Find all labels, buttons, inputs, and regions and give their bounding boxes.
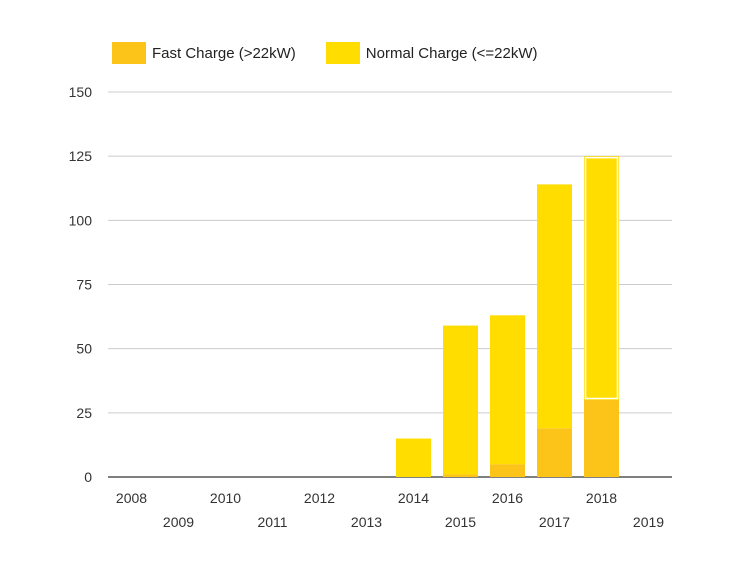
bar-normal-charge bbox=[443, 325, 478, 475]
bar-normal-charge bbox=[490, 315, 525, 465]
x-tick-label: 2016 bbox=[492, 490, 523, 506]
x-tick-label: 2015 bbox=[445, 514, 476, 530]
y-tick-label: 50 bbox=[76, 341, 92, 357]
legend-label-normal-charge: Normal Charge (<=22kW) bbox=[365, 44, 538, 62]
x-tick-label: 2013 bbox=[351, 514, 382, 530]
x-tick-label: 2012 bbox=[304, 490, 335, 506]
y-tick-label: 0 bbox=[84, 469, 92, 485]
bar-highlight-outline bbox=[584, 156, 619, 400]
y-tick-label: 150 bbox=[69, 84, 93, 100]
x-tick-label: 2018 bbox=[586, 490, 617, 506]
y-tick-label: 125 bbox=[69, 148, 93, 164]
y-tick-label: 75 bbox=[76, 277, 92, 293]
x-tick-label: 2010 bbox=[210, 490, 241, 506]
bar-normal-charge bbox=[584, 156, 619, 400]
bar-fast-charge bbox=[443, 474, 478, 477]
x-tick-label: 2009 bbox=[163, 514, 194, 530]
x-tick-label: 2008 bbox=[116, 490, 147, 506]
x-tick-label: 2017 bbox=[539, 514, 570, 530]
y-tick-label: 100 bbox=[69, 212, 93, 228]
bar-normal-charge bbox=[396, 438, 431, 477]
chart-legend: Fast Charge (>22kW) Normal Charge (<=22k… bbox=[112, 40, 568, 66]
bar-fast-charge bbox=[584, 400, 619, 477]
legend-swatch-fast-charge bbox=[112, 42, 146, 64]
legend-swatch-normal-charge bbox=[325, 42, 360, 64]
y-tick-label: 25 bbox=[76, 405, 92, 421]
legend-label-fast-charge: Fast Charge (>22kW) bbox=[152, 44, 296, 62]
legend-item-fast-charge: Fast Charge (>22kW) bbox=[112, 42, 296, 64]
x-tick-label: 2011 bbox=[257, 514, 287, 530]
x-tick-label: 2014 bbox=[398, 490, 429, 506]
bar-fast-charge bbox=[537, 428, 572, 477]
bar-normal-charge bbox=[537, 184, 572, 429]
bar-fast-charge bbox=[490, 464, 525, 477]
legend-item-normal-charge: Normal Charge (<=22kW) bbox=[325, 42, 538, 64]
x-tick-label: 2019 bbox=[633, 514, 664, 530]
